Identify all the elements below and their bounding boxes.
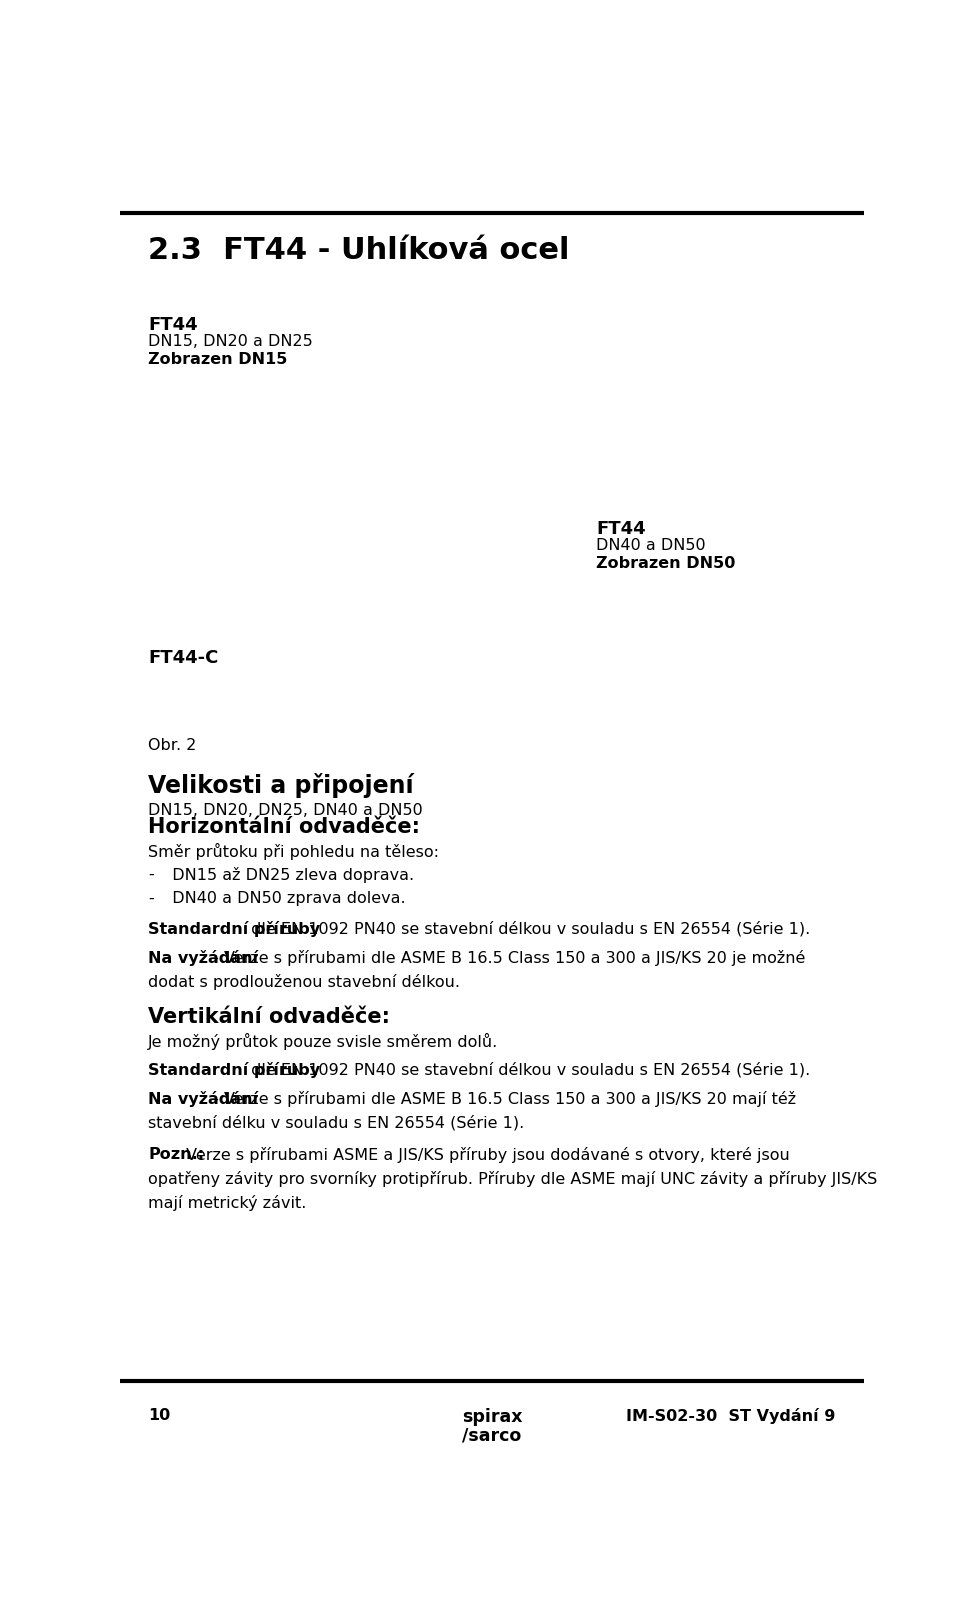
Text: Je možný průtok pouze svisle směrem dolů.: Je možný průtok pouze svisle směrem dolů…	[148, 1033, 498, 1049]
Text: spirax: spirax	[462, 1408, 522, 1426]
Text: Zobrazen DN50: Zobrazen DN50	[596, 555, 735, 571]
Text: /sarco: /sarco	[463, 1428, 521, 1445]
Text: stavební délku v souladu s EN 26554 (Série 1).: stavební délku v souladu s EN 26554 (Sér…	[148, 1115, 524, 1131]
Text: -: -	[148, 868, 154, 882]
Text: Směr průtoku při pohledu na těleso:: Směr průtoku při pohledu na těleso:	[148, 844, 440, 860]
Text: DN15, DN20 a DN25: DN15, DN20 a DN25	[148, 334, 313, 350]
Text: - Verze s přírubami dle ASME B 16.5 Class 150 a 300 a JIS/KS 20 je možné: - Verze s přírubami dle ASME B 16.5 Clas…	[208, 950, 805, 966]
Text: dodat s prodlouženou stavební délkou.: dodat s prodlouženou stavební délkou.	[148, 974, 460, 990]
Text: IM-S02-30  ST Vydání 9: IM-S02-30 ST Vydání 9	[626, 1408, 836, 1424]
Text: Obr. 2: Obr. 2	[148, 738, 197, 754]
Text: -: -	[148, 890, 154, 906]
Text: FT44: FT44	[596, 520, 646, 537]
Text: Pozn.:: Pozn.:	[148, 1147, 204, 1161]
Text: Vertikální odvaděče:: Vertikální odvaděče:	[148, 1007, 391, 1027]
Text: Verze s přírubami ASME a JIS/KS příruby jsou dodávané s otvory, které jsou: Verze s přírubami ASME a JIS/KS příruby …	[180, 1147, 790, 1163]
Text: Na vyžádání: Na vyžádání	[148, 950, 258, 966]
Text: Velikosti a připojení: Velikosti a připojení	[148, 773, 414, 797]
Text: Na vyžádání: Na vyžádání	[148, 1091, 258, 1107]
Text: DN40 a DN50 zprava doleva.: DN40 a DN50 zprava doleva.	[161, 890, 405, 906]
Text: dle EN 1092 PN40 se stavební délkou v souladu s EN 26554 (Série 1).: dle EN 1092 PN40 se stavební délkou v so…	[246, 1062, 810, 1078]
Text: DN40 a DN50: DN40 a DN50	[596, 537, 706, 553]
Text: DN15 až DN25 zleva doprava.: DN15 až DN25 zleva doprava.	[161, 868, 414, 884]
Text: Horizontální odvaděče:: Horizontální odvaděče:	[148, 818, 420, 837]
Text: dle EN 1092 PN40 se stavební délkou v souladu s EN 26554 (Série 1).: dle EN 1092 PN40 se stavební délkou v so…	[246, 921, 810, 937]
Text: opatřeny závity pro svorníky protipřírub. Příruby dle ASME mají UNC závity a pří: opatřeny závity pro svorníky protipřírub…	[148, 1171, 877, 1187]
Text: Zobrazen DN15: Zobrazen DN15	[148, 351, 288, 367]
Text: - Verze s přírubami dle ASME B 16.5 Class 150 a 300 a JIS/KS 20 mají též: - Verze s přírubami dle ASME B 16.5 Clas…	[208, 1091, 796, 1107]
Text: mají metrický závit.: mají metrický závit.	[148, 1195, 306, 1211]
Bar	[120, 229, 864, 717]
Text: DN15, DN20, DN25, DN40 a DN50: DN15, DN20, DN25, DN40 a DN50	[148, 802, 423, 818]
Text: Standardní příruby: Standardní příruby	[148, 1062, 321, 1078]
Text: 2.3  FT44 - Uhlíková ocel: 2.3 FT44 - Uhlíková ocel	[148, 236, 570, 265]
Text: FT44: FT44	[148, 316, 198, 334]
Text: 10: 10	[148, 1408, 171, 1423]
Text: FT44-C: FT44-C	[148, 650, 219, 667]
Text: Standardní příruby: Standardní příruby	[148, 921, 321, 937]
